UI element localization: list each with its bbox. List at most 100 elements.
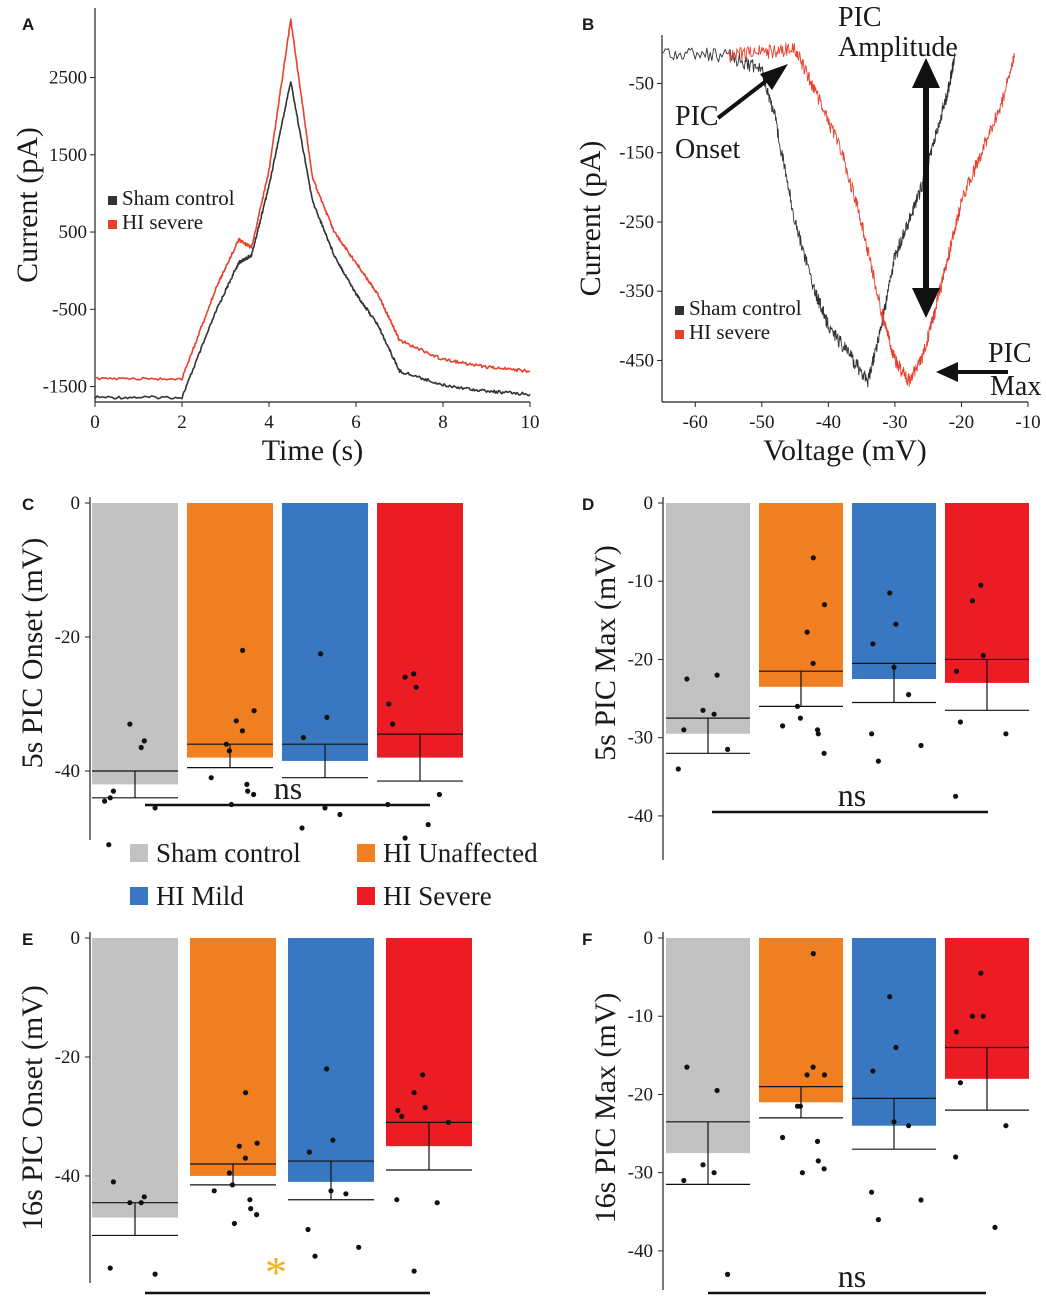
x-axis-label: Voltage (mV) [763,434,927,467]
data-point-hi-unaffected [243,1090,249,1096]
data-point-hi-unaffected [821,1072,828,1078]
data-point-sham-control [711,1170,717,1176]
panel-c-5s-onset-bar-chart: 0 -20 -40 5s PIC Onset (mV) ns [16,493,463,848]
data-point-sham-control [681,727,687,733]
data-point-hi-mild [870,1068,876,1074]
y-axis-label: 16s PIC Onset (mV) [16,985,49,1231]
y-tick-label: -1500 [43,377,87,398]
y-tick-label: -20 [628,1084,653,1105]
data-point-sham-control [700,1162,706,1168]
data-point-hi-severe [969,598,976,604]
data-point-sham-control [152,1271,158,1277]
data-point-hi-severe [411,1090,417,1096]
data-point-hi-unaffected [240,647,246,654]
data-point-hi-severe [399,1113,405,1119]
legend-label: Sham control [689,296,802,320]
y-tick-label: -40 [55,761,80,782]
x-tick-label: -40 [816,412,841,433]
data-point-hi-unaffected [242,1155,248,1161]
data-point-hi-unaffected [797,715,804,721]
data-point-hi-severe [422,1104,428,1111]
panel-label-d: D [582,495,594,514]
data-point-hi-severe [992,1224,998,1230]
data-point-sham-control [700,707,706,713]
y-axis-label: 5s PIC Max (mV) [589,545,622,761]
data-point-hi-unaffected [251,791,257,798]
data-point-sham-control [141,1194,147,1200]
x-axis-label: Time (s) [262,434,363,467]
x-tick-label: 10 [521,412,540,433]
data-point-hi-mild [322,805,328,811]
data-point-hi-severe [395,1107,401,1114]
legend-label-severe: HI Severe [383,881,492,911]
panel-a-current-trace-chart: 0 2 4 6 8 10 2500 1500 500 -500 -1500 Time (s) Curre… [11,8,540,467]
data-point-hi-mild [887,590,893,596]
y-tick-label: -40 [628,1241,653,1262]
data-point-hi-unaffected [245,788,251,794]
legend-swatch-unaffected [357,844,375,862]
data-point-sham-control [714,1087,720,1094]
data-point-hi-unaffected [223,741,229,747]
data-point-hi-unaffected [810,951,816,957]
bar-hi-unaffected [759,503,843,687]
x-tick-label: -10 [1015,412,1040,433]
panel-label-a: A [22,15,34,34]
data-point-hi-unaffected [821,602,828,608]
significance-label: * [265,1248,287,1297]
data-point-hi-mild [324,1066,330,1072]
data-point-hi-mild [299,825,305,831]
data-point-hi-severe [1003,1123,1009,1129]
annotation-pic-onset-line1: PIC [675,101,719,132]
x-tick-label: 0 [90,412,100,433]
data-point-hi-mild [343,1191,349,1197]
panel-label-e: E [22,930,33,949]
onset-arrow-head [760,64,788,90]
legend-swatch-severe [108,220,117,229]
data-point-hi-unaffected [233,718,239,724]
amplitude-arrow-head-bottom [912,288,940,318]
y-tick-label: 1500 [49,145,87,166]
y-tick-label: -500 [52,299,87,320]
data-point-hi-severe [969,1013,976,1019]
data-point-hi-mild [891,1119,897,1125]
data-point-hi-severe [980,1013,986,1019]
data-point-sham-control [681,1177,687,1184]
y-tick-label: -30 [628,728,653,749]
significance-label: ns [838,777,866,813]
annotation-pic-max-line2: Max [990,371,1041,402]
data-point-hi-unaffected [208,775,214,781]
data-point-hi-severe [411,1268,417,1274]
data-point-hi-mild [328,1188,334,1194]
annotation-pic-amplitude-line1: PIC [838,2,882,33]
data-point-hi-mild [330,1137,336,1143]
y-axis-label: Current (pA) [11,127,44,283]
legend-swatch-sham [108,196,117,205]
data-point-hi-mild [887,994,893,1000]
data-point-sham-control [127,1200,133,1206]
data-point-hi-severe [390,721,396,727]
panel-b-iv-curve-chart: -60 -50 -40 -30 -20 -10 -50 -150 -250 -350 -450 Vol… [574,2,1041,467]
data-point-hi-severe [1003,731,1009,737]
data-point-sham-control [141,738,147,744]
y-tick-label: -250 [619,212,654,233]
data-point-hi-unaffected [814,1138,821,1144]
panel-label-b: B [582,15,594,34]
data-point-sham-control [725,746,731,753]
panel-label-c: C [22,495,34,514]
y-tick-label: -10 [628,1006,653,1027]
data-point-hi-unaffected [226,748,232,754]
data-point-sham-control [675,766,681,772]
bar-hi-severe [386,938,472,1147]
legend-label-mild: HI Mild [156,881,244,911]
data-point-hi-unaffected [799,1170,806,1176]
y-tick-label: 0 [71,493,81,514]
y-tick-label: -20 [55,1047,80,1068]
data-point-sham-control [106,842,112,848]
data-point-sham-control [711,711,717,717]
y-tick-label: 0 [71,928,81,949]
y-tick-label: -50 [629,73,654,94]
data-point-hi-severe [953,1154,959,1160]
data-point-hi-unaffected [251,708,257,714]
legend-swatch-severe [357,887,375,905]
y-tick-label: -40 [628,806,653,827]
